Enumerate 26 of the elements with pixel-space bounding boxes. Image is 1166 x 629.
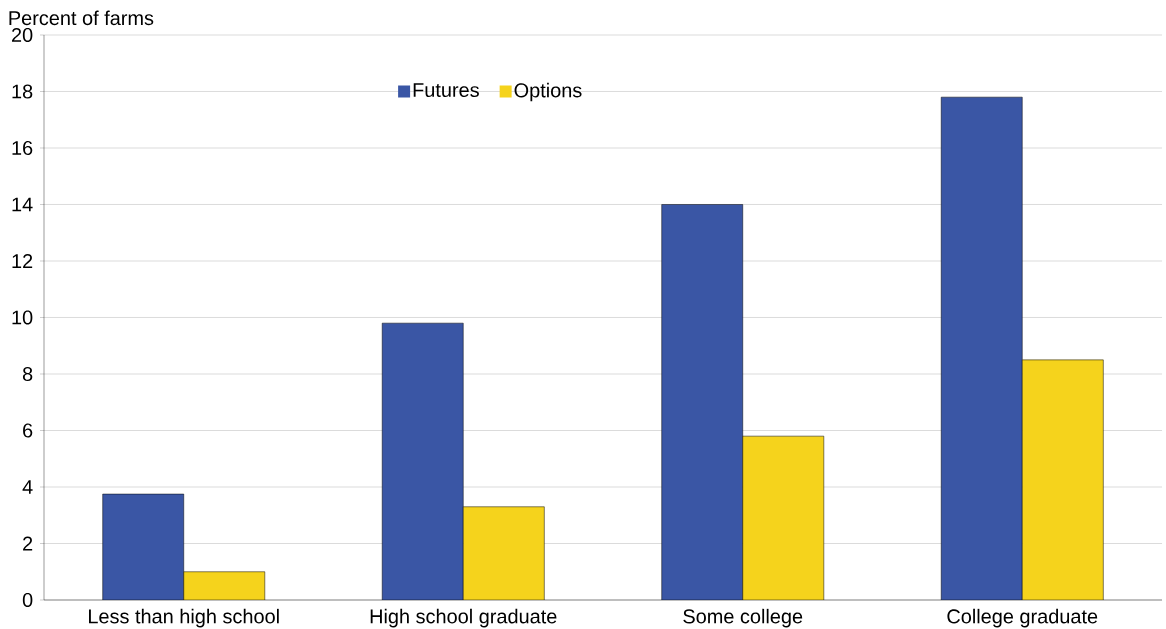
- y-tick-label: 16: [12, 140, 33, 156]
- y-tick-label: 6: [23, 423, 33, 438]
- y-tick-label: 8: [22, 366, 33, 382]
- y-tick-label: 14: [12, 197, 33, 212]
- x-tick-label: High school graduate: [370, 608, 557, 628]
- y-axis-title: Percent of farms: [9, 10, 154, 26]
- y-tick-label: 0: [22, 592, 33, 608]
- bar: [940, 96, 1023, 600]
- y-tick-label: 20: [12, 27, 33, 43]
- bar: [183, 571, 265, 600]
- y-tick-label: 10: [12, 310, 33, 325]
- bar: [382, 323, 464, 600]
- y-tick-label: 2: [23, 536, 33, 551]
- bar: [742, 436, 824, 600]
- y-tick-label: 12: [12, 254, 33, 268]
- y-tick-label: 4: [22, 480, 33, 494]
- legend-label: Options: [514, 82, 582, 102]
- bar: [661, 204, 743, 600]
- y-tick-label: 18: [12, 84, 33, 99]
- x-tick-label: College graduate: [947, 608, 1098, 628]
- bar: [102, 494, 184, 600]
- x-tick-label: Less than high school: [89, 608, 279, 628]
- bar: [463, 506, 545, 600]
- bar: [1022, 359, 1104, 600]
- x-tick-label: Some college: [683, 608, 803, 628]
- legend-label: Futures: [413, 83, 479, 98]
